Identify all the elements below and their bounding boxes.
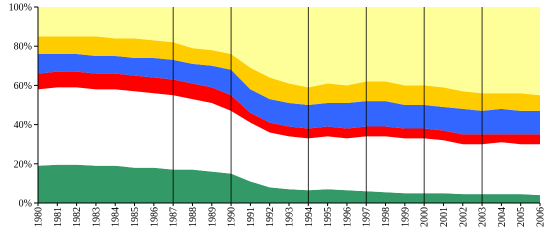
x-tick-label: 1990 [227, 207, 238, 227]
x-tick-label: 1981 [53, 207, 64, 227]
y-tick-label: 20% [14, 159, 32, 170]
y-tick-label: 40% [14, 120, 32, 131]
x-tick-label: 1984 [111, 207, 122, 227]
area [38, 164, 540, 203]
x-tick-label: 2004 [497, 207, 508, 227]
y-tick-label: 60% [14, 81, 32, 92]
x-tick-label: 1987 [169, 207, 180, 227]
x-tick-label: 1989 [207, 207, 218, 227]
y-tick-label: 0% [19, 199, 32, 210]
x-tick-label: 1996 [342, 207, 353, 227]
x-tick-label: 2000 [420, 207, 431, 227]
area [38, 36, 540, 111]
x-tick-label: 2001 [439, 207, 450, 227]
x-tick-label: 1994 [304, 207, 315, 227]
x-tick-label: 2003 [478, 207, 489, 227]
x-tick-label: 2006 [536, 207, 547, 227]
x-tick-label: 1983 [91, 207, 102, 227]
x-tick-label: 1980 [34, 207, 45, 227]
area [38, 54, 540, 135]
x-tick-label: 1985 [130, 207, 141, 227]
x-tick-label: 1982 [72, 207, 83, 227]
x-tick-label: 1997 [362, 207, 373, 227]
x-tick-label: 1998 [381, 207, 392, 227]
x-tick-label: 1986 [149, 207, 160, 227]
x-tick-label: 1999 [400, 207, 411, 227]
y-tick-label: 100% [9, 3, 32, 14]
x-tick-label: 1991 [246, 207, 257, 227]
x-tick-label: 1993 [285, 207, 296, 227]
area [38, 87, 540, 196]
y-tick-label: 80% [14, 42, 32, 53]
x-tick-label: 1992 [265, 207, 276, 227]
area [38, 7, 540, 96]
x-tick-label: 2002 [458, 207, 469, 227]
x-tick-label: 1995 [323, 207, 334, 227]
x-tick-label: 2005 [516, 207, 527, 227]
x-tick-label: 1988 [188, 207, 199, 227]
area [38, 71, 540, 145]
